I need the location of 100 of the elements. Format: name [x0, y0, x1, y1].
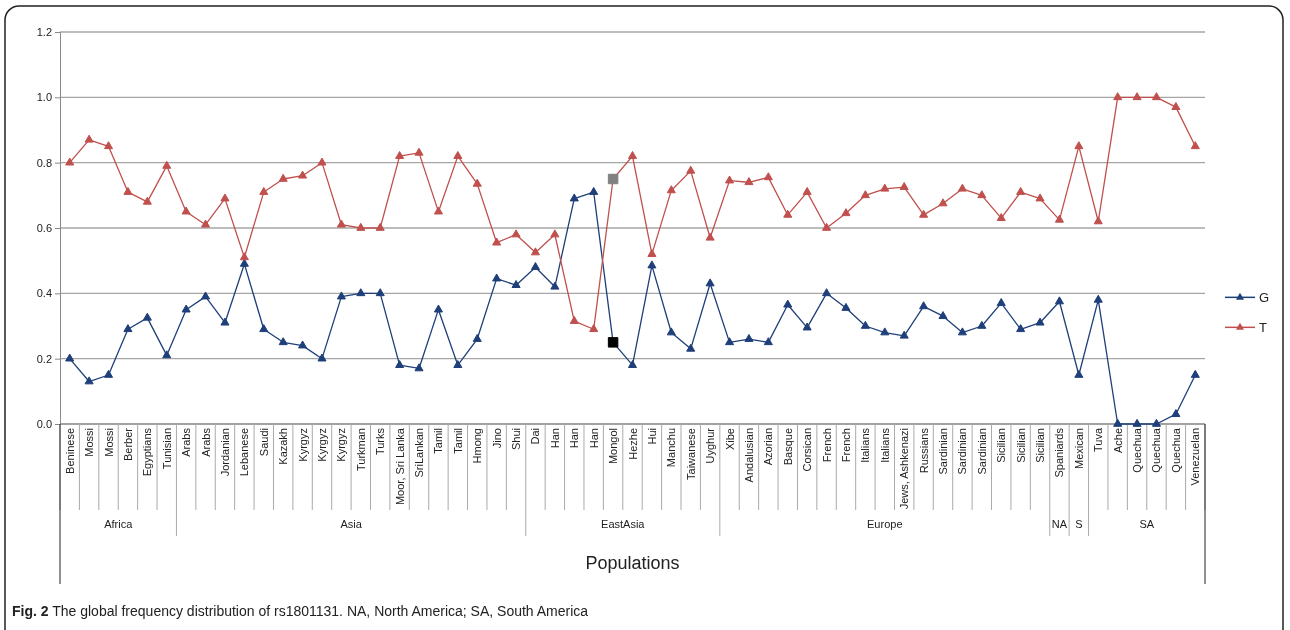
point	[938, 311, 948, 320]
point	[162, 160, 172, 169]
point	[375, 222, 385, 231]
x-tick-label: Taiwanese	[684, 428, 697, 480]
point	[356, 288, 366, 297]
point	[317, 353, 327, 362]
point	[705, 278, 715, 287]
x-tick-label: Kyrgyz	[315, 428, 328, 462]
x-tick-label: Kazakh	[277, 428, 290, 465]
x-tick-label: Venezuelan	[1189, 428, 1202, 486]
point	[899, 330, 909, 339]
point	[511, 229, 521, 238]
point	[142, 196, 152, 205]
x-tick-label: Kyrgyz	[335, 428, 348, 462]
x-tick-label: Tamil	[432, 428, 445, 454]
point	[822, 288, 832, 297]
point	[627, 360, 638, 369]
point	[647, 260, 657, 269]
point	[1113, 418, 1123, 427]
point	[65, 353, 75, 362]
text: SA	[1139, 518, 1155, 530]
point	[647, 248, 657, 257]
x-tick-label: SriLankan	[413, 428, 426, 478]
x-tick-label: Sardinian	[956, 428, 969, 475]
x-tick-label: Corsican	[801, 428, 814, 472]
y-tick-label: 1.2	[36, 26, 52, 39]
point	[1016, 324, 1026, 333]
point	[336, 291, 346, 300]
legend-label: G	[1259, 290, 1270, 306]
x-tick-label: Jews, Ashkenazi	[898, 428, 911, 510]
x-axis-title: Populations	[585, 553, 680, 573]
x-tick-label: Italians	[878, 427, 891, 463]
point	[919, 209, 929, 218]
point	[511, 280, 521, 288]
point	[569, 193, 579, 202]
point	[1132, 418, 1142, 427]
point	[1093, 294, 1103, 303]
point	[1074, 369, 1084, 378]
point	[181, 206, 191, 215]
point	[530, 262, 540, 271]
point	[1016, 186, 1026, 195]
point	[1054, 296, 1064, 305]
point	[802, 186, 812, 195]
point	[414, 363, 424, 372]
point	[395, 150, 405, 159]
x-tick-label: Sicilian	[1014, 428, 1027, 463]
x-tick-label: Shui	[510, 428, 523, 451]
point	[996, 213, 1006, 222]
x-tick-label: Mexican	[1072, 428, 1085, 469]
point	[938, 198, 948, 207]
point	[201, 291, 211, 300]
point	[802, 322, 812, 331]
point	[686, 343, 696, 352]
point	[201, 219, 211, 228]
point	[336, 219, 346, 228]
point	[783, 209, 793, 218]
x-tick-label: Turks	[374, 427, 387, 456]
x-tick-label: Ache	[1111, 428, 1124, 454]
text: Europe	[867, 518, 903, 530]
point	[492, 273, 502, 282]
y-tick-label: 1.0	[36, 91, 52, 104]
point	[1151, 92, 1161, 101]
x-tick-label: Tuva	[1092, 427, 1105, 453]
point	[1035, 317, 1045, 326]
x-tick-label: Jino	[490, 428, 503, 449]
point	[1190, 141, 1200, 150]
point	[841, 302, 851, 311]
y-tick-label: 0.2	[36, 352, 52, 365]
point	[783, 299, 793, 308]
point	[259, 186, 269, 195]
x-tick-label: Russians	[917, 427, 930, 474]
x-tick-label: Spaniards	[1053, 427, 1066, 478]
point	[298, 340, 308, 349]
caption: Fig. 2 The global frequency distribution of rs1801131. NA, North America; SA, South America	[12, 603, 589, 619]
x-tick-label: Jordanian	[218, 428, 231, 477]
point	[1190, 369, 1200, 378]
point	[763, 172, 773, 181]
x-tick-label: Kyrgyz	[296, 428, 309, 462]
x-tick-label: Sicilian	[995, 428, 1008, 463]
point	[880, 183, 890, 192]
x-tick-label: Moor, Sri Lanka	[393, 427, 406, 506]
point	[1074, 141, 1084, 150]
x-tick-label: Han	[587, 428, 600, 449]
x-tick-label: Sardinian	[937, 428, 950, 475]
point	[569, 315, 579, 324]
point	[957, 327, 967, 336]
x-tick-label: Egyptians	[141, 427, 154, 477]
point	[666, 327, 676, 336]
point	[220, 317, 230, 326]
y-tick-label: 0.0	[36, 418, 52, 431]
x-tick-label: Uyghur	[704, 427, 717, 464]
text: Africa	[104, 518, 134, 530]
legend-label: T	[1259, 320, 1267, 336]
point	[298, 170, 308, 179]
point	[744, 177, 754, 186]
point	[860, 190, 870, 199]
point	[627, 150, 638, 159]
point	[278, 173, 288, 182]
point	[104, 369, 114, 378]
point	[104, 141, 114, 150]
